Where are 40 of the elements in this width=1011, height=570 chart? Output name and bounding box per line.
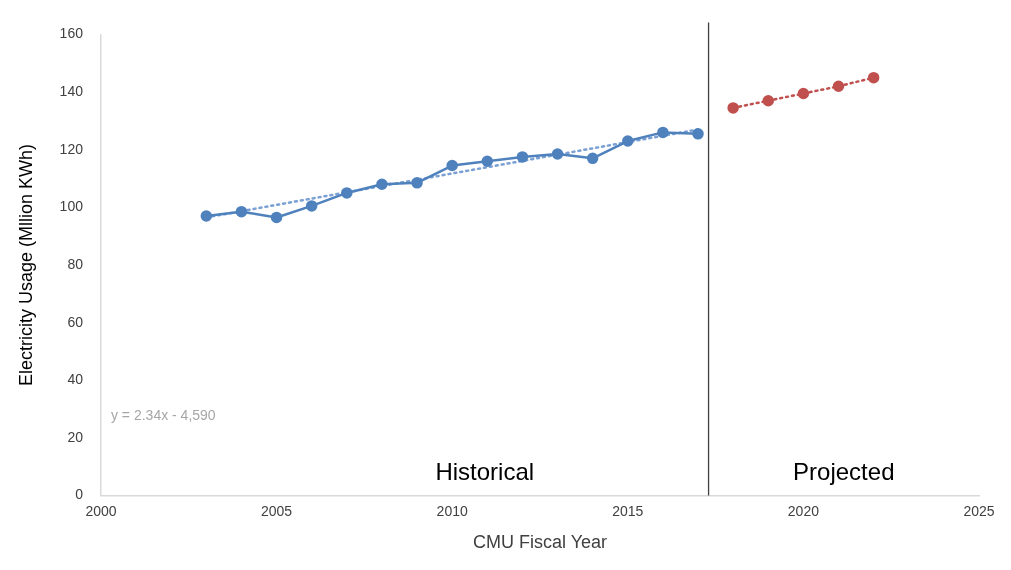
y-tick-label: 100 xyxy=(59,198,84,215)
y-tick-label: 0 xyxy=(75,486,84,503)
point xyxy=(411,177,423,189)
x-tick-label: 2015 xyxy=(612,502,644,519)
point xyxy=(692,128,704,140)
point xyxy=(586,152,599,165)
x-tick-label: 2025 xyxy=(963,502,995,519)
point xyxy=(270,211,283,224)
y-tick-label: 20 xyxy=(67,428,84,445)
y-tick-label: 160 xyxy=(59,25,84,42)
annotation: Historical xyxy=(435,457,535,485)
point xyxy=(551,148,564,160)
point xyxy=(622,135,634,147)
point xyxy=(341,187,353,199)
point xyxy=(832,80,845,93)
point xyxy=(235,205,248,218)
y-tick-label: 120 xyxy=(59,140,84,157)
annotation: Projected xyxy=(793,457,895,485)
point xyxy=(727,102,739,114)
point xyxy=(481,155,494,167)
x-tick-label: 2010 xyxy=(436,502,468,519)
x-axis-title: CMU Fiscal Year xyxy=(472,532,607,553)
point xyxy=(446,159,458,172)
y-axis-title: Electricity Usage (Mllion KWh) xyxy=(15,143,36,387)
point xyxy=(797,87,810,100)
x-tick-label: 2000 xyxy=(85,502,117,519)
point xyxy=(376,178,388,191)
y-tick-label: 60 xyxy=(67,313,84,330)
x-tick-label: 2020 xyxy=(787,502,820,519)
point xyxy=(200,210,213,222)
y-tick-label: 140 xyxy=(59,82,84,99)
point xyxy=(516,151,529,163)
point xyxy=(762,94,775,107)
y-tick-label: 40 xyxy=(67,371,84,388)
annotation: y = 2.34x - 4,590 xyxy=(110,406,216,423)
x-tick-label: 2005 xyxy=(260,502,293,519)
y-tick-label: 80 xyxy=(67,255,84,272)
point xyxy=(657,126,669,139)
point xyxy=(867,71,880,84)
point xyxy=(305,200,318,212)
